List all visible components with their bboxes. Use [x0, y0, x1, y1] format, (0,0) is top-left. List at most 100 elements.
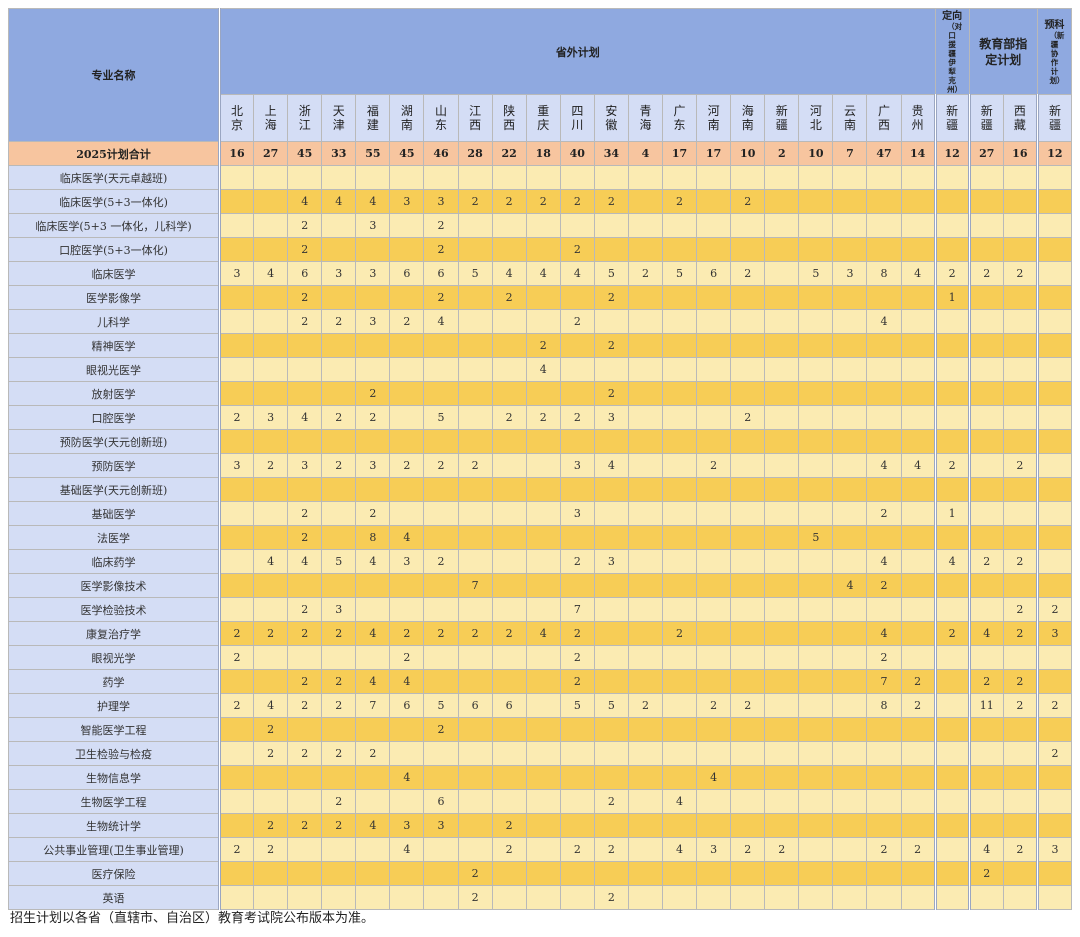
table-cell: 3 — [1036, 837, 1073, 862]
table-cell — [764, 453, 800, 478]
major-name: 医学检验技术 — [8, 597, 221, 622]
table-cell — [491, 861, 527, 886]
major-name: 临床药学 — [8, 549, 221, 574]
table-row: 预防医学 3 2 3 2 3 2 2 2 3 4 2 4 4 2 2 — [8, 453, 1073, 478]
table-cell — [457, 813, 493, 838]
table-cell — [662, 573, 698, 598]
table-cell: 2 — [287, 501, 323, 526]
table-cell — [287, 357, 323, 382]
table-cell — [798, 813, 834, 838]
table-cell — [934, 765, 971, 790]
table-cell — [900, 405, 937, 430]
table-row: 生物信息学 4 4 — [8, 765, 1073, 790]
table-cell: 2 — [730, 189, 766, 214]
table-cell: 2 — [457, 189, 493, 214]
table-cell — [423, 165, 459, 190]
table-cell — [764, 477, 800, 502]
table-cell — [457, 789, 493, 814]
major-name: 智能医学工程 — [8, 717, 221, 742]
table-cell — [287, 429, 323, 454]
table-cell: 4 — [423, 309, 459, 334]
table-cell — [218, 309, 255, 334]
table-cell: 3 — [423, 813, 459, 838]
province-name: 湖南 — [400, 104, 413, 132]
table-cell — [423, 525, 459, 550]
table-cell — [593, 237, 629, 262]
table-cell: 1 — [934, 285, 971, 310]
table-cell: 4 — [662, 789, 698, 814]
table-cell: 3 — [253, 405, 289, 430]
table-cell: 4 — [900, 453, 937, 478]
table-cell — [968, 429, 1004, 454]
table-cell — [1036, 861, 1073, 886]
table-cell — [934, 357, 971, 382]
table-cell: 2 — [593, 837, 629, 862]
table-cell — [287, 765, 323, 790]
table-cell — [832, 357, 868, 382]
table-cell: 2 — [1002, 453, 1039, 478]
table-cell — [730, 621, 766, 646]
table-cell — [696, 741, 732, 766]
table-cell — [1002, 885, 1039, 910]
table-cell — [423, 357, 459, 382]
table-cell: 3 — [559, 453, 595, 478]
table-cell — [968, 597, 1004, 622]
table-cell — [730, 285, 766, 310]
table-cell: 2 — [662, 189, 698, 214]
table-cell — [1002, 861, 1039, 886]
table-cell — [287, 861, 323, 886]
table-cell — [696, 813, 732, 838]
table-cell — [764, 645, 800, 670]
table-cell — [764, 573, 800, 598]
table-cell — [218, 285, 255, 310]
table-cell — [832, 741, 868, 766]
table-cell — [662, 765, 698, 790]
table-cell — [832, 477, 868, 502]
table-cell — [593, 861, 629, 886]
table-cell — [253, 381, 289, 406]
table-cell — [491, 213, 527, 238]
table-cell — [764, 165, 800, 190]
province-header-outside-2: 浙江 — [287, 94, 323, 142]
table-cell — [662, 597, 698, 622]
table-row: 临床医学(5+3一体化) 4 4 4 3 3 2 2 2 2 2 2 2 — [8, 189, 1073, 214]
table-cell — [900, 717, 937, 742]
table-cell — [253, 477, 289, 502]
table-cell: 3 — [355, 213, 391, 238]
table-cell — [798, 693, 834, 718]
table-row: 药学 2 2 4 4 2 7 2 2 2 — [8, 669, 1073, 694]
table-cell — [798, 429, 834, 454]
table-cell: 2 — [423, 453, 459, 478]
table-cell — [389, 405, 425, 430]
table-cell — [627, 741, 664, 766]
table-cell — [218, 861, 255, 886]
table-cell — [798, 237, 834, 262]
table-cell — [832, 549, 868, 574]
major-name: 眼视光学 — [8, 645, 221, 670]
province-name: 江西 — [469, 104, 482, 132]
table-cell — [968, 213, 1004, 238]
table-cell — [1002, 285, 1039, 310]
table-cell — [730, 549, 766, 574]
table-cell: 2 — [253, 453, 289, 478]
table-cell — [968, 237, 1004, 262]
table-cell: 4 — [355, 189, 391, 214]
table-cell — [218, 237, 255, 262]
table-cell — [321, 861, 357, 886]
table-cell — [866, 189, 902, 214]
table-cell — [253, 765, 289, 790]
table-cell — [968, 285, 1004, 310]
table-cell — [423, 501, 459, 526]
table-cell — [525, 165, 561, 190]
table-cell: 4 — [832, 573, 868, 598]
table-cell — [934, 861, 971, 886]
table-cell — [491, 357, 527, 382]
table-cell: 2 — [491, 621, 527, 646]
table-cell — [287, 885, 323, 910]
table-cell: 6 — [287, 261, 323, 286]
province-header-targeted-0: 新疆 — [934, 94, 971, 142]
table-cell: 5 — [423, 693, 459, 718]
table-cell — [627, 765, 664, 790]
table-cell — [593, 621, 629, 646]
table-cell — [457, 357, 493, 382]
